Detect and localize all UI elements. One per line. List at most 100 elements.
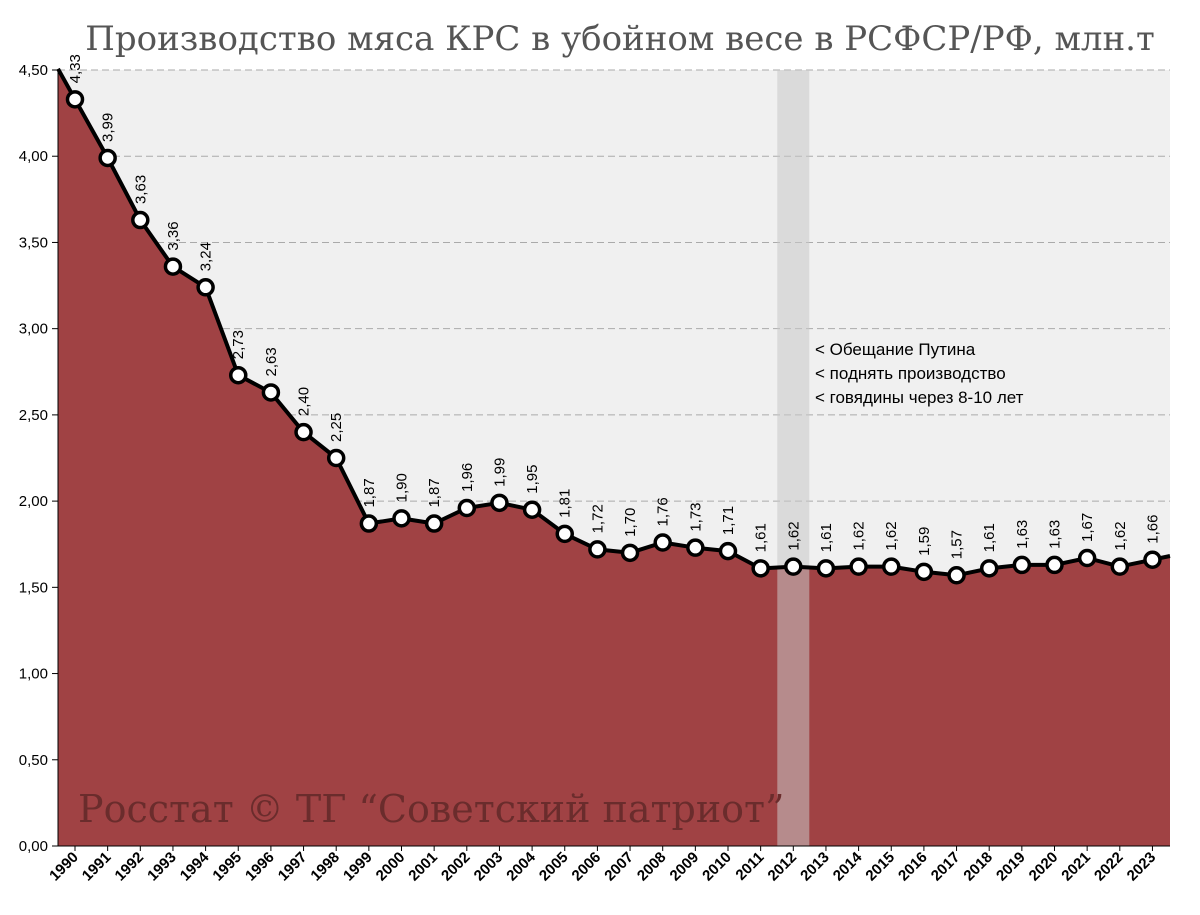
x-tick-label: 1990 [46,849,82,885]
x-tick-label: 2019 [993,849,1029,885]
x-tick-label: 2008 [634,849,670,885]
data-label: 1,90 [394,473,411,502]
x-tick-label: 1991 [79,849,115,885]
data-label: 1,73 [687,502,704,531]
axes [57,70,1170,847]
x-tick-label: 1995 [209,849,245,885]
data-point [359,514,379,533]
data-label: 1,70 [622,508,639,537]
y-tick-label: 2,00 [19,493,48,510]
data-label: 2,73 [230,330,247,359]
data-label: 3,24 [198,242,215,271]
data-label: 1,57 [949,530,966,559]
data-label: 1,61 [981,523,998,552]
x-tick-label: 2015 [862,849,898,885]
data-point [522,500,542,519]
x-tick-label: 2006 [569,849,605,885]
data-label: 1,61 [753,523,770,552]
data-label: 1,72 [589,504,606,533]
y-tick-label: 0,50 [19,752,48,769]
x-tick-label: 2009 [667,849,703,885]
x-tick-label: 2013 [797,849,833,885]
annotation-line: < поднять производство [815,364,1006,383]
x-axis-ticks: 1990199119921993199419951996199719981999… [46,846,1159,884]
data-label: 1,96 [459,463,476,492]
data-point [490,493,509,513]
y-tick-label: 3,50 [19,234,48,251]
data-point [294,422,313,442]
data-point [718,541,738,561]
x-tick-label: 2002 [438,849,474,885]
x-tick-label: 2011 [732,849,767,884]
x-tick-label: 1996 [242,849,278,885]
x-tick-label: 2016 [895,849,931,885]
data-label: 1,62 [851,521,868,550]
data-labels: 4,33 3,99 3,63 3,36 3,24 2,73 2,63 2,40 2,25 1,87… [67,54,1161,559]
x-tick-label: 1994 [177,848,213,884]
x-tick-label: 2023 [1124,849,1160,885]
data-label: 1,62 [1112,521,1129,550]
x-tick-label: 1999 [340,849,376,885]
y-tick-label: 4,50 [19,62,48,79]
data-label: 1,62 [785,521,802,550]
data-label: 1,87 [426,478,443,507]
x-tick-label: 2021 [1058,849,1094,885]
data-point [457,498,477,518]
data-point [751,559,770,578]
y-tick-label: 4,00 [19,148,48,165]
data-label: 1,87 [361,478,378,507]
y-tick-label: 2,50 [19,407,48,424]
data-label: 1,71 [720,506,737,535]
x-tick-label: 1997 [275,849,311,885]
data-point [555,524,574,544]
y-tick-label: 1,00 [19,666,48,683]
x-tick-label: 2003 [471,849,507,885]
chart-title: Производство мяса КРС в убойном весе в Р… [85,19,1155,59]
data-point [686,538,705,557]
data-point [816,559,836,578]
data-point [163,257,183,276]
data-label: 3,99 [100,113,117,142]
data-label: 1,95 [524,465,541,494]
data-point [229,365,248,385]
x-tick-label: 1992 [112,849,148,885]
highlight-band-2012 [777,70,810,846]
data-point [1077,548,1097,568]
data-point [261,383,281,402]
data-label: 2,40 [296,387,313,416]
annotation-line: < Обещание Путина [815,340,976,359]
data-label: 1,63 [1047,520,1064,549]
x-tick-label: 2007 [601,849,637,885]
x-tick-label: 2020 [1026,849,1062,885]
data-label: 3,36 [165,221,182,250]
data-point [653,533,672,552]
data-label: 1,99 [491,458,508,487]
x-tick-label: 1998 [307,849,343,885]
data-point [1110,557,1130,576]
data-point [588,540,607,559]
data-point [424,514,444,533]
data-label: 2,25 [328,413,345,442]
x-tick-label: 2017 [928,849,964,885]
data-point [392,509,411,528]
data-label: 1,67 [1079,513,1096,542]
y-tick-label: 3,00 [19,321,48,338]
watermark: Росстат © ТГ “Советский патриот” [78,787,785,831]
data-markers [65,90,1162,585]
data-point [131,210,150,230]
data-point [620,543,640,563]
data-point [979,559,999,578]
x-tick-label: 2022 [1091,849,1127,885]
x-tick-label: 2004 [503,848,539,884]
y-axis-ticks: 0,00 0,50 1,00 1,50 2,00 2,50 3,00 3,50 4,00 4,50 [19,62,58,855]
data-point [849,557,868,576]
data-point [196,278,215,297]
x-tick-label: 2010 [699,849,735,885]
data-point [784,557,803,576]
data-point [98,148,117,168]
annotation-line: < говядины через 8-10 лет [815,388,1024,407]
area-fill [58,68,1170,847]
data-label: 1,81 [557,489,574,518]
y-tick-label: 0,00 [19,838,48,855]
data-point [914,562,934,582]
